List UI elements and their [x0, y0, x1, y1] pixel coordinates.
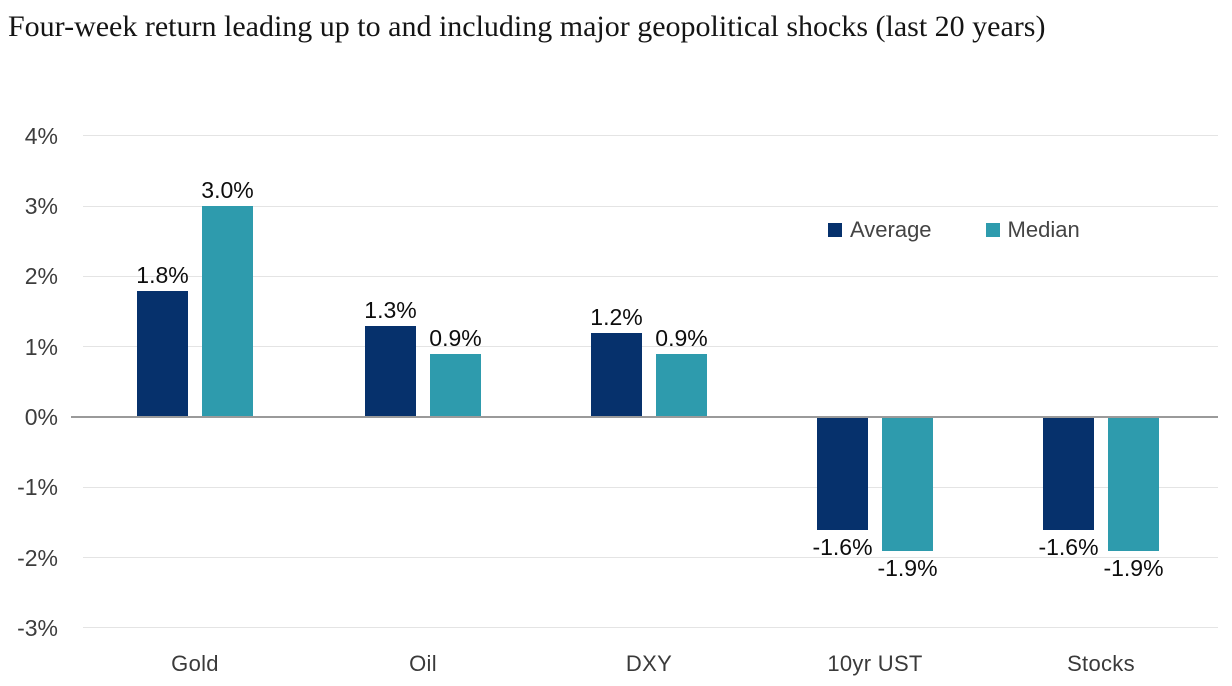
- bar-average-oil: [365, 325, 416, 417]
- chart-legend: Average Median: [828, 217, 1080, 243]
- gridline: [83, 486, 1218, 488]
- legend-label: Average: [850, 217, 932, 242]
- y-axis-tick-label: -2%: [17, 544, 58, 571]
- bar-value-label: 1.2%: [590, 303, 643, 330]
- bar-average-gold: [137, 290, 188, 417]
- x-axis-category-label: Stocks: [1067, 651, 1135, 676]
- gridline: [83, 346, 1218, 348]
- bar-median-oil: [430, 353, 481, 417]
- legend-label: Median: [1007, 217, 1080, 242]
- legend-item-median: Median: [985, 217, 1080, 243]
- bar-average-10yr-ust: [817, 417, 868, 530]
- bar-value-label: -1.9%: [1103, 554, 1164, 581]
- legend-item-average: Average: [828, 217, 932, 243]
- bar-median-10yr-ust: [882, 417, 933, 551]
- y-axis-tick-label: 1%: [24, 333, 58, 360]
- bar-average-stocks: [1043, 417, 1094, 530]
- bar-value-label: 1.8%: [136, 261, 189, 288]
- legend-swatch-median-icon: [985, 223, 1000, 237]
- y-axis-tick-label: 3%: [24, 193, 58, 220]
- legend-swatch-average-icon: [828, 223, 842, 237]
- y-axis-tick-label: -3%: [17, 614, 58, 641]
- bar-value-label: 0.9%: [429, 324, 482, 351]
- zero-axis-line: [71, 415, 1218, 419]
- bar-median-dxy: [656, 353, 707, 417]
- bar-median-stocks: [1108, 417, 1159, 551]
- chart-title: Four-week return leading up to and inclu…: [8, 10, 1046, 43]
- x-axis-category-label: Oil: [409, 651, 437, 676]
- x-axis-category-label: 10yr UST: [827, 651, 923, 676]
- x-axis-category-label: Gold: [171, 651, 219, 676]
- y-axis-tick-label: 0%: [24, 404, 58, 430]
- bar-value-label: -1.6%: [812, 533, 873, 560]
- gridline: [83, 205, 1218, 207]
- gridline: [83, 557, 1218, 559]
- bar-average-dxy: [591, 332, 642, 417]
- x-axis-category-label: DXY: [625, 651, 673, 676]
- y-axis-tick-label: 4%: [24, 122, 58, 149]
- gridline: [83, 135, 1218, 137]
- bar-value-label: 1.3%: [364, 296, 417, 323]
- bar-value-label: 0.9%: [655, 324, 708, 351]
- y-axis-tick-label: 2%: [24, 263, 58, 290]
- y-axis-tick-label: -1%: [17, 474, 58, 501]
- bar-value-label: 3.0%: [201, 177, 254, 204]
- bar-median-gold: [202, 206, 253, 417]
- bar-value-label: -1.9%: [877, 554, 938, 581]
- bar-value-label: -1.6%: [1038, 533, 1099, 560]
- gridline: [83, 627, 1218, 629]
- gridline: [83, 275, 1218, 277]
